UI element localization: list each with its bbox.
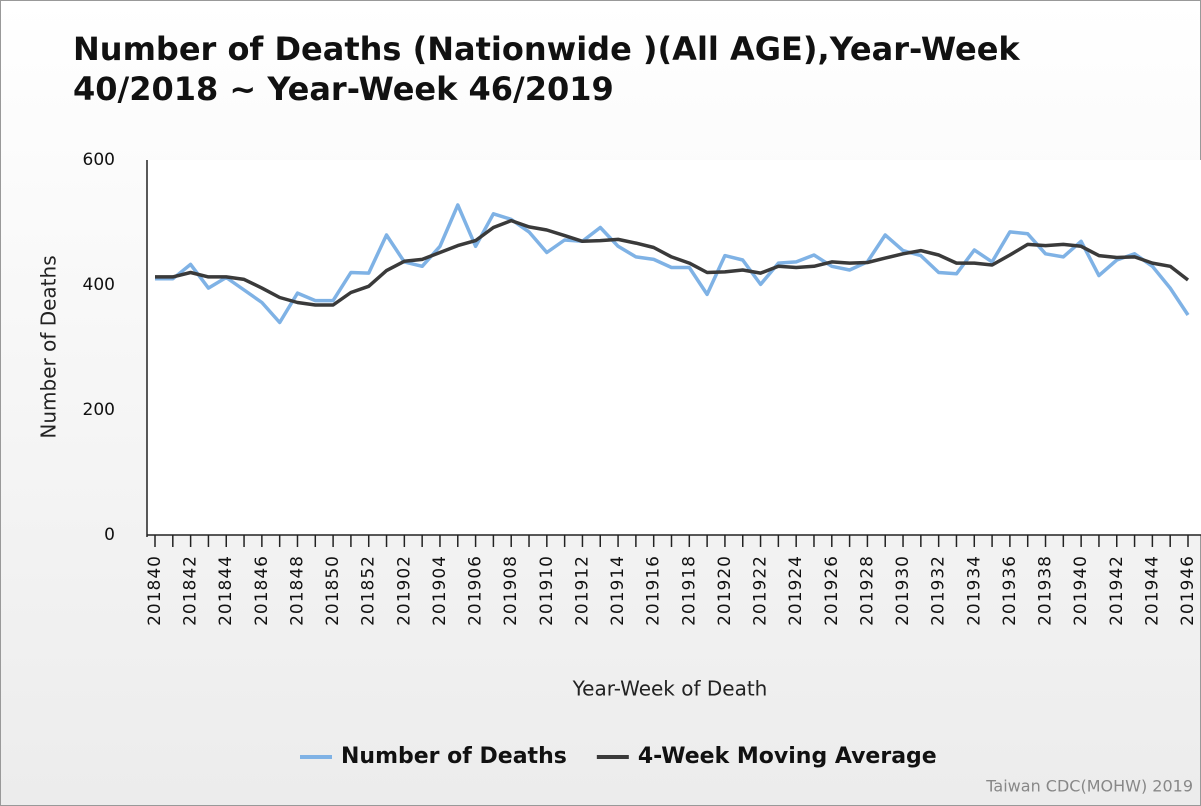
x-tick-label: 201908 [501, 555, 521, 626]
x-tick-label: 201940 [1071, 555, 1091, 626]
x-tick-label: 201840 [145, 555, 165, 626]
x-tick-label: 201846 [252, 555, 272, 626]
x-tick-label: 201916 [644, 555, 664, 626]
series-line [155, 203, 1190, 325]
legend-label: Number of Deaths [341, 744, 567, 769]
x-tick-label: 201932 [929, 555, 949, 626]
y-axis-title: Number of Deaths [37, 255, 61, 438]
x-tick-label: 201914 [608, 555, 628, 626]
x-tick-label: 201852 [359, 555, 379, 626]
x-tick-label: 201922 [751, 555, 771, 626]
y-tick-label: 0 [104, 525, 115, 545]
chart-title: 40/2018 ~ Year-Week 46/2019 [73, 70, 614, 108]
y-tick-label: 600 [83, 150, 115, 170]
x-axis-title: Year-Week of Death [572, 677, 768, 701]
x-tick-label: 201920 [715, 555, 735, 626]
x-tick-label: 201902 [394, 555, 414, 626]
x-tick-label: 201842 [181, 555, 201, 626]
x-tick-label: 201912 [572, 555, 592, 626]
x-tick-label: 201924 [786, 555, 806, 626]
x-tick-label: 201904 [430, 555, 450, 626]
x-tick-label: 201946 [1178, 555, 1198, 626]
x-tick-label: 201918 [679, 555, 699, 626]
x-tick-label: 201844 [216, 555, 236, 626]
x-tick-label: 201938 [1036, 555, 1056, 626]
chart-title: Number of Deaths (Nationwide )(All AGE),… [73, 30, 1020, 68]
legend-label: 4-Week Moving Average [638, 744, 937, 769]
x-tick-label: 201942 [1107, 555, 1127, 626]
x-tick-label: 201926 [822, 555, 842, 626]
x-tick-label: 201910 [537, 555, 557, 626]
x-tick-label: 201850 [323, 555, 343, 626]
x-tick-label: 201928 [857, 555, 877, 626]
x-tick-label: 201906 [466, 555, 486, 626]
x-tick-label: 201934 [964, 555, 984, 626]
x-tick-label: 201944 [1142, 555, 1162, 626]
source-note: Taiwan CDC(MOHW) 2019 [985, 777, 1193, 796]
legend: Number of Deaths 4-Week Moving Average [300, 744, 937, 769]
y-tick-label: 200 [83, 400, 115, 420]
x-tick-label: 201848 [287, 555, 307, 626]
x-tick-label: 201936 [1000, 555, 1020, 626]
series-line [155, 218, 1190, 307]
y-tick-label: 400 [83, 275, 115, 295]
plot-area [147, 160, 1201, 535]
x-tick-label: 201930 [893, 555, 913, 626]
